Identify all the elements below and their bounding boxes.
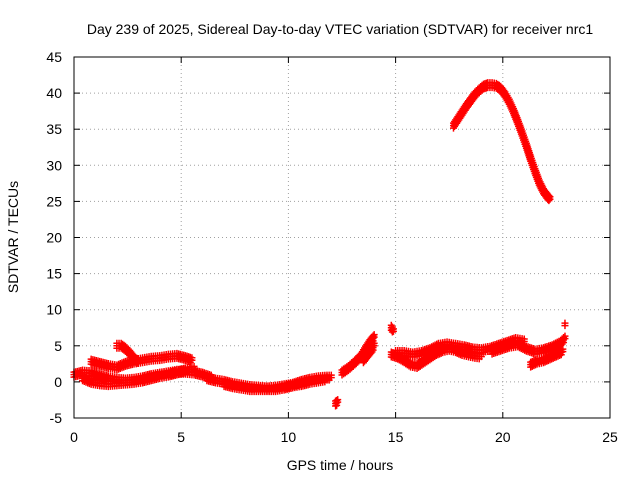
chart-title: Day 239 of 2025, Sidereal Day-to-day VTE…: [87, 21, 593, 37]
series-track-high-arc: [449, 79, 554, 205]
data-point-marker: [369, 346, 377, 354]
data-point-marker: [333, 401, 341, 409]
series-track-outlier: [332, 396, 342, 410]
data-point-marker: [560, 339, 568, 347]
y-tick-label: 35: [46, 121, 62, 137]
y-axis-label: SDTVAR / TECUs: [5, 181, 21, 293]
y-tick-label: 15: [46, 266, 62, 282]
data-point-marker: [327, 371, 335, 379]
y-tick-label: 10: [46, 302, 62, 318]
x-tick-label: 25: [602, 429, 618, 445]
data-point-marker: [546, 193, 554, 201]
data-point-marker: [561, 332, 569, 340]
data-point-marker: [389, 325, 397, 333]
data-point-marker: [370, 339, 378, 347]
x-axis-label: GPS time / hours: [287, 457, 394, 473]
data-point-marker: [561, 319, 569, 327]
series-track-end: [488, 332, 569, 358]
x-tick-label: 5: [177, 429, 185, 445]
y-tick-label: 0: [54, 374, 62, 390]
x-tick-label: 20: [495, 429, 511, 445]
series-track-spike-early: [113, 339, 142, 367]
data-point-marker: [188, 354, 196, 362]
series-track-rise-band: [359, 339, 378, 367]
x-tick-label: 15: [388, 429, 404, 445]
x-tick-label: 10: [281, 429, 297, 445]
axis-ticks: [73, 56, 611, 419]
data-points: [70, 79, 569, 410]
series-track-late-upper: [392, 334, 528, 361]
y-tick-label: 25: [46, 193, 62, 209]
y-tick-label: 45: [46, 49, 62, 65]
grid: [74, 57, 610, 418]
series-track-midday-low: [220, 373, 331, 396]
data-point-marker: [133, 359, 141, 367]
y-tick-labels: -5 0 5 10 15 20 25 30 35 40 45: [46, 49, 62, 426]
data-point-marker: [520, 335, 528, 343]
series-track-second-early: [79, 362, 198, 391]
x-tick-label: 0: [70, 429, 78, 445]
data-point-marker: [370, 331, 378, 339]
y-tick-label: 30: [46, 157, 62, 173]
y-tick-label: -5: [50, 410, 63, 426]
data-point-marker: [545, 197, 553, 205]
data-point-marker: [190, 362, 198, 370]
x-tick-labels: 0 5 10 15 20 25: [70, 429, 618, 445]
data-point-marker: [323, 373, 331, 381]
series-track-isolated: [387, 321, 397, 336]
y-tick-label: 40: [46, 85, 62, 101]
data-point-marker: [334, 396, 342, 404]
data-point-marker: [134, 355, 142, 363]
y-tick-label: 5: [54, 338, 62, 354]
series-track-end-low: [527, 345, 567, 371]
series-track-final: [561, 319, 569, 330]
data-point-marker: [559, 345, 567, 353]
y-tick-label: 20: [46, 230, 62, 246]
